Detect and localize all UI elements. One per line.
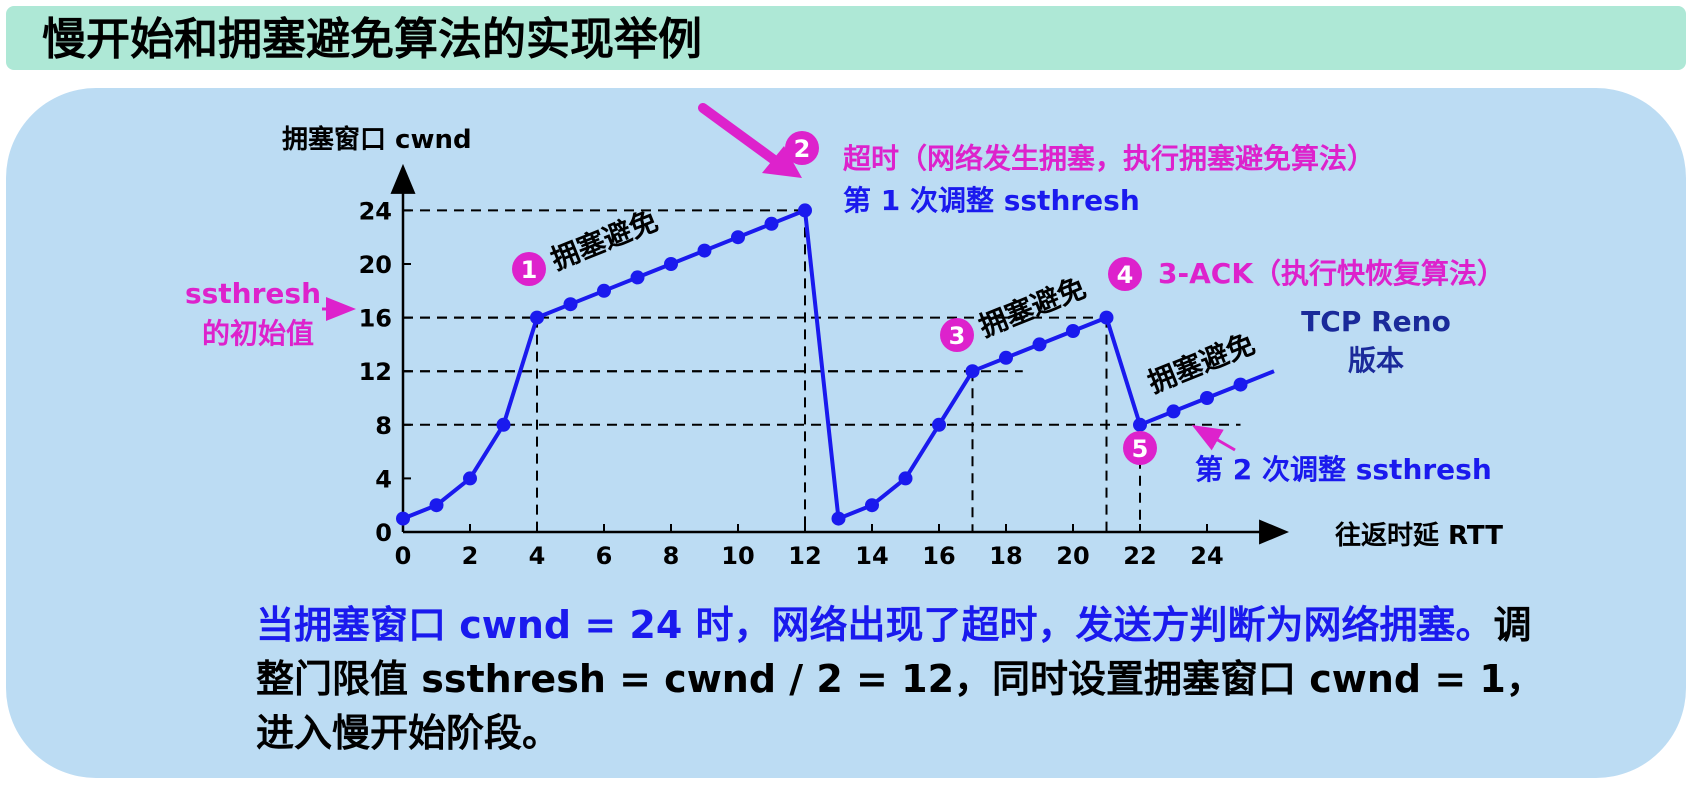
data-point [999,350,1013,365]
data-point [396,511,410,526]
x-tick-label: 24 [1190,542,1223,570]
data-point [1066,324,1080,338]
note-part1: 当拥塞窗口 cwnd = 24 时，网络出现了超时，发送方判断为网络拥塞。 [256,603,1494,647]
data-point [1099,310,1114,325]
marker-badge [785,131,819,165]
data-point [530,310,544,325]
data-point [1032,337,1047,352]
marker-badge [1123,431,1157,465]
timeout-arrow [698,103,786,170]
y-tick-label: 0 [375,519,392,547]
data-point [664,257,678,271]
x-tick-label: 12 [788,542,821,570]
marker-badge [512,252,546,286]
x-tick-label: 14 [855,542,888,570]
explanation-note: 当拥塞窗口 cwnd = 24 时，网络出现了超时，发送方判断为网络拥塞。调整门… [256,598,1556,760]
x-tick-label: 20 [1056,542,1089,570]
data-point [764,216,779,231]
ssthresh-initial-label: ssthresh [185,277,321,310]
marker-badge-number: 2 [794,135,811,163]
note-part2: 调整门限值 ssthresh = cwnd / 2 = 12，同时设置拥塞窗口 … [256,603,1544,755]
data-point [429,498,444,513]
adjust2-arrow [1191,424,1236,452]
data-point [1233,377,1248,392]
data-point [798,203,812,218]
three-ack-label: 3-ACK（执行快恢复算法） [1158,257,1505,290]
marker-badge-number: 4 [1117,261,1134,289]
data-point [597,283,611,298]
y-tick-label: 4 [375,465,392,493]
reno-label: 版本 [1348,344,1404,377]
data-point [965,364,980,379]
data-point [463,471,477,486]
data-point [563,297,578,312]
data-point [865,498,879,513]
data-point [898,471,913,486]
x-tick-label: 8 [663,542,680,570]
reno-label: TCP Reno [1301,305,1451,338]
x-tick-label: 18 [989,542,1022,570]
data-point [630,270,645,285]
data-point [932,417,946,432]
marker-badge [1108,257,1142,291]
x-tick-label: 16 [922,542,955,570]
marker-badge-number: 5 [1132,435,1149,463]
timeout-label: 超时（网络发生拥塞，执行拥塞避免算法） [843,142,1375,175]
data-point [1133,417,1147,432]
ssthresh-initial-label: 的初始值 [202,317,314,350]
timeout-arrow-head [762,146,802,178]
y-axis-label: 拥塞窗口 cwnd [282,124,472,155]
marker-badge-number: 3 [949,322,966,350]
title-bar: 慢开始和拥塞避免算法的实现举例 [6,6,1686,70]
x-tick-label: 4 [529,542,546,570]
data-point [496,417,511,432]
data-point [1166,404,1181,419]
data-point [1200,391,1214,405]
x-tick-label: 6 [596,542,613,570]
x-tick-label: 2 [462,542,479,570]
x-tick-label: 22 [1123,542,1156,570]
ca-label-1: 拥塞避免 [546,204,662,277]
y-tick-label: 12 [359,358,392,386]
y-tick-label: 24 [359,197,392,225]
marker-badge-number: 1 [521,256,538,284]
x-axis-label: 往返时延 RTT [1335,520,1503,551]
x-tick-label: 10 [721,542,754,570]
y-tick-label: 8 [375,412,392,440]
data-point [697,243,712,258]
x-tick-label: 0 [395,542,412,570]
adjust1-label: 第 1 次调整 ssthresh [843,184,1140,217]
y-tick-label: 16 [359,305,392,333]
data-point [831,511,846,526]
data-point [731,230,745,245]
y-tick-label: 20 [359,251,392,279]
marker-badge [940,318,974,352]
adjust2-label: 第 2 次调整 ssthresh [1195,453,1492,486]
page-title: 慢开始和拥塞避免算法的实现举例 [42,14,702,65]
main-panel [6,88,1686,778]
